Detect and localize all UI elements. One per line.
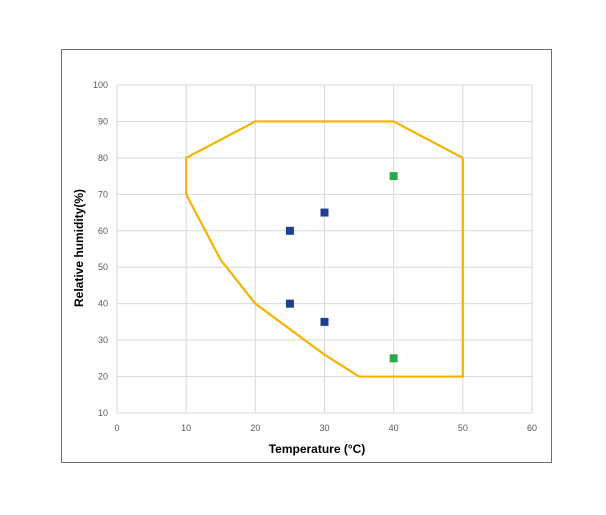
data-point-marker <box>320 317 329 326</box>
y-tick-label: 100 <box>93 80 108 90</box>
chart-frame <box>61 49 552 463</box>
data-point-marker <box>285 226 294 235</box>
x-tick-label: 60 <box>527 423 537 433</box>
x-axis-title: Temperature (°C) <box>269 442 366 456</box>
data-point-marker <box>320 208 329 217</box>
y-tick-label: 30 <box>98 335 108 345</box>
data-point-marker <box>285 299 294 308</box>
y-tick-label: 60 <box>98 226 108 236</box>
y-tick-label: 90 <box>98 116 108 126</box>
y-tick-labels: 10 20 30 40 50 60 70 80 90 100 <box>93 80 108 418</box>
x-tick-label: 10 <box>181 423 191 433</box>
y-tick-label: 40 <box>98 299 108 309</box>
climate-envelope-polygon <box>185 120 464 378</box>
x-tick-label: 40 <box>389 423 399 433</box>
data-point-marker <box>389 172 398 181</box>
y-tick-label: 80 <box>98 153 108 163</box>
y-axis-title: Relative humidity(%) <box>72 189 86 307</box>
y-tick-label: 10 <box>98 408 108 418</box>
x-tick-label: 20 <box>250 423 260 433</box>
x-tick-label: 0 <box>114 423 119 433</box>
y-tick-label: 50 <box>98 262 108 272</box>
x-gridlines <box>116 85 533 413</box>
y-tick-label: 20 <box>98 372 108 382</box>
x-tick-label: 50 <box>458 423 468 433</box>
y-tick-label: 70 <box>98 189 108 199</box>
x-tick-labels: 0 10 20 30 40 50 60 <box>114 423 537 433</box>
x-tick-label: 30 <box>319 423 329 433</box>
data-point-marker <box>389 354 398 363</box>
series-layer <box>185 120 464 378</box>
